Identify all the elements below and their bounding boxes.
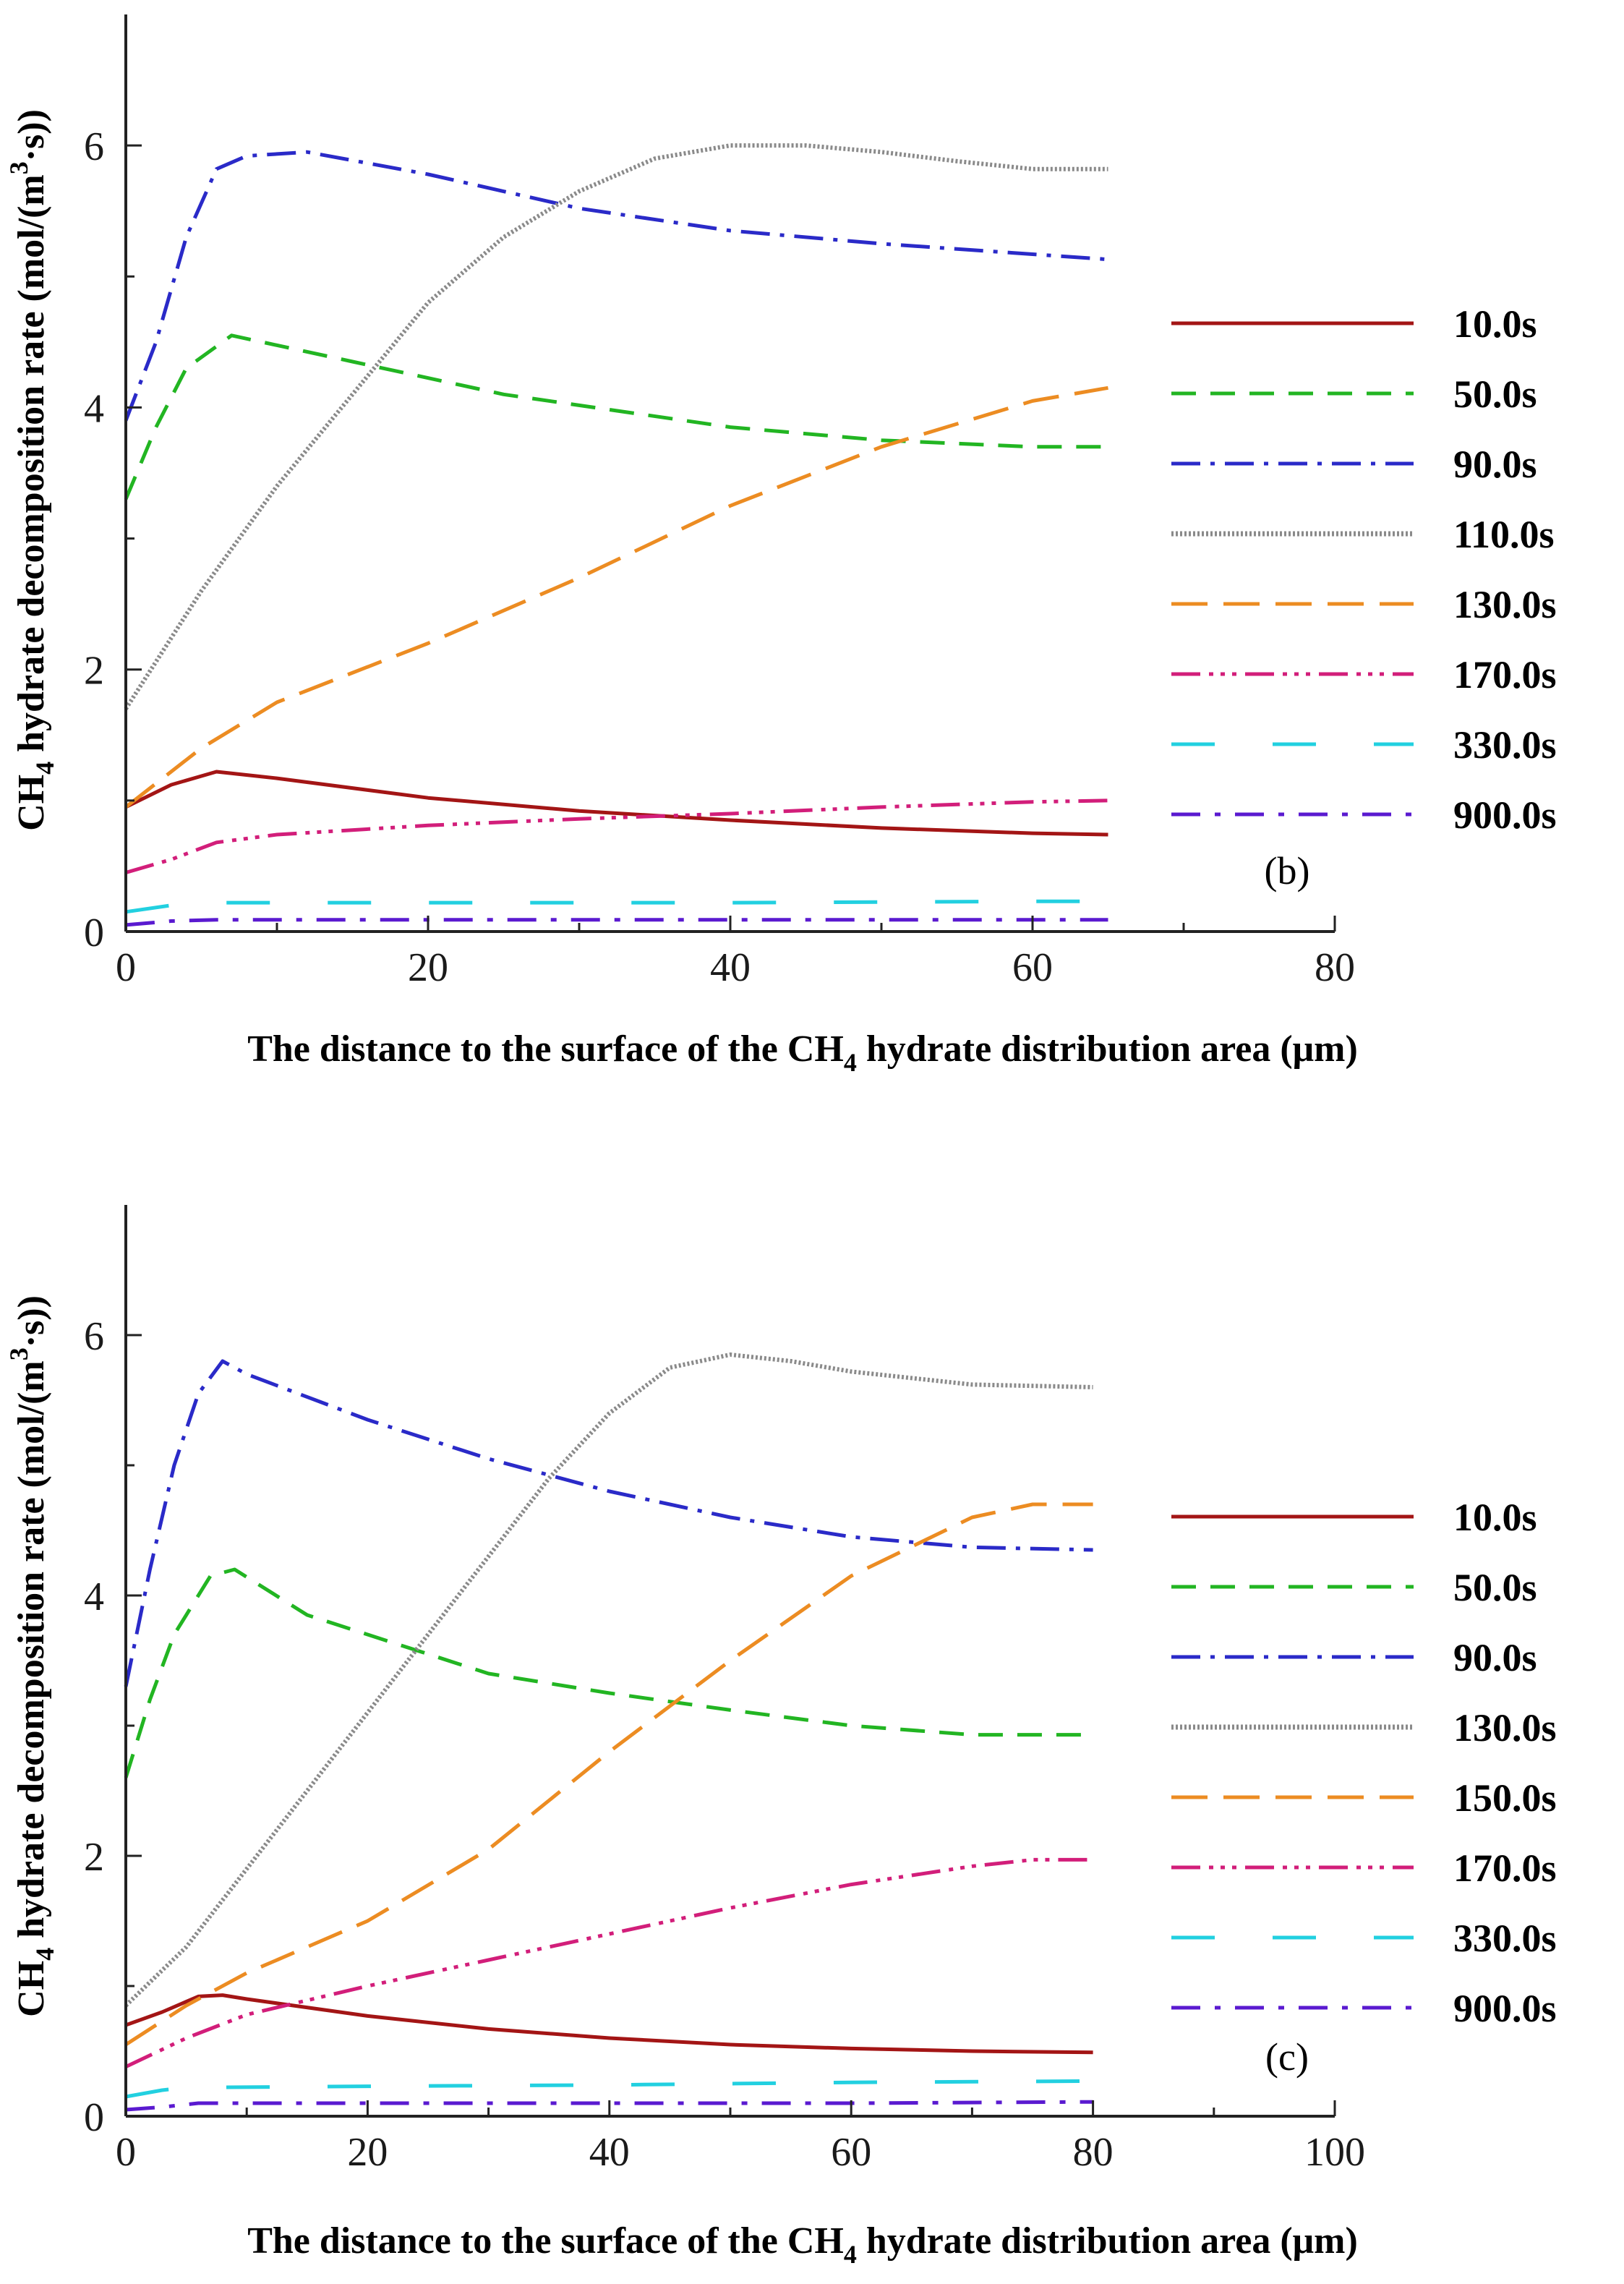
series-lines: [124, 1352, 1093, 2112]
y-tick-label: 4: [84, 1574, 104, 1619]
legend: 10.0s 50.0s 90.0s 110.0s 130.0s 170.0s 330.0s 9…: [1171, 302, 1557, 837]
x-tick-label: 40: [589, 2130, 630, 2175]
legend-label: 10.0s: [1453, 1496, 1537, 1539]
legend-label: 330.0s: [1453, 723, 1557, 767]
x-tick-label: 60: [1012, 945, 1053, 990]
series-line-50-0s: [124, 333, 1108, 500]
y-tick-label: 2: [84, 649, 104, 694]
series-line-110-0s: [124, 143, 1108, 710]
y-tick-label: 4: [84, 386, 104, 431]
series-lines: [124, 143, 1108, 927]
y-axis-label: CH4 hydrate decomposition rate (mol/(m3·…: [4, 1295, 59, 2017]
series-line-90-0s: [124, 150, 1108, 422]
legend-label: 50.0s: [1453, 1566, 1537, 1609]
legend-label: 330.0s: [1453, 1917, 1557, 1960]
series-line-330-0s: [125, 2079, 1093, 2099]
legend-label: 90.0s: [1453, 443, 1537, 486]
series-line-90-0s: [124, 1359, 1093, 1687]
x-tick-label: 80: [1073, 2130, 1114, 2175]
legend-label: 170.0s: [1453, 1846, 1557, 1890]
y-axis-label: CH4 hydrate decomposition rate (mol/(m3·…: [4, 109, 59, 831]
x-axis-label: The distance to the surface of the CH4 h…: [247, 1028, 1358, 1077]
legend-label: 110.0s: [1453, 513, 1555, 556]
x-tick-label: 80: [1315, 945, 1355, 990]
x-tick-label: 60: [831, 2130, 871, 2175]
y-tick-label: 2: [84, 1835, 104, 1880]
x-tick-label: 100: [1304, 2130, 1365, 2175]
legend-label: 900.0s: [1453, 793, 1557, 837]
legend-label: 150.0s: [1453, 1776, 1557, 1820]
legend-label: 10.0s: [1453, 302, 1537, 346]
x-axis-label: The distance to the surface of the CH4 h…: [247, 2220, 1358, 2269]
x-tick-label: 20: [408, 945, 448, 990]
x-tick-label: 0: [116, 945, 136, 990]
legend: 10.0s 50.0s 90.0s 130.0s 150.0s 170.0s 330.0s 9…: [1171, 1496, 1557, 2030]
x-tick-label: 20: [347, 2130, 388, 2175]
series-line-50-0s: [124, 1567, 1093, 1778]
series-line-10-0s: [125, 1993, 1093, 2055]
legend-label: 130.0s: [1453, 583, 1557, 626]
axes: [124, 1205, 1335, 2118]
legend-label: 130.0s: [1453, 1706, 1557, 1750]
series-line-330-0s: [125, 899, 1108, 914]
ticks: 0 20 40 60 80 0 2 4 6: [84, 124, 1355, 990]
series-line-130-0s: [124, 385, 1108, 809]
series-line-170-0s: [124, 1857, 1093, 2068]
panel-label: (c): [1265, 2035, 1309, 2079]
series-line-150-0s: [124, 1502, 1093, 2047]
x-tick-label: 40: [710, 945, 751, 990]
panel-label: (b): [1265, 849, 1310, 892]
y-tick-label: 6: [84, 124, 104, 169]
legend-label: 90.0s: [1453, 1636, 1537, 1679]
y-tick-label: 0: [84, 2095, 104, 2140]
legend-label: 170.0s: [1453, 653, 1557, 696]
series-line-130-0s: [124, 1352, 1093, 2008]
series-line-900-0s: [125, 918, 1108, 927]
series-line-10-0s: [124, 770, 1108, 837]
series-line-170-0s: [125, 798, 1108, 874]
legend-label: 50.0s: [1453, 372, 1537, 416]
y-tick-label: 6: [84, 1314, 104, 1359]
y-tick-label: 0: [84, 911, 104, 955]
ticks: 0 20 40 60 80 100 0 2 4 6: [84, 1314, 1365, 2175]
x-tick-label: 0: [116, 2130, 136, 2175]
legend-label: 900.0s: [1453, 1987, 1557, 2030]
chart-panel-c: 0 20 40 60 80 100 0 2 4 6 The distance to the sur…: [4, 1205, 1557, 2269]
chart-panel-b: 0 20 40 60 80 0 2 4 6 The distance to the surfac…: [4, 14, 1557, 1077]
